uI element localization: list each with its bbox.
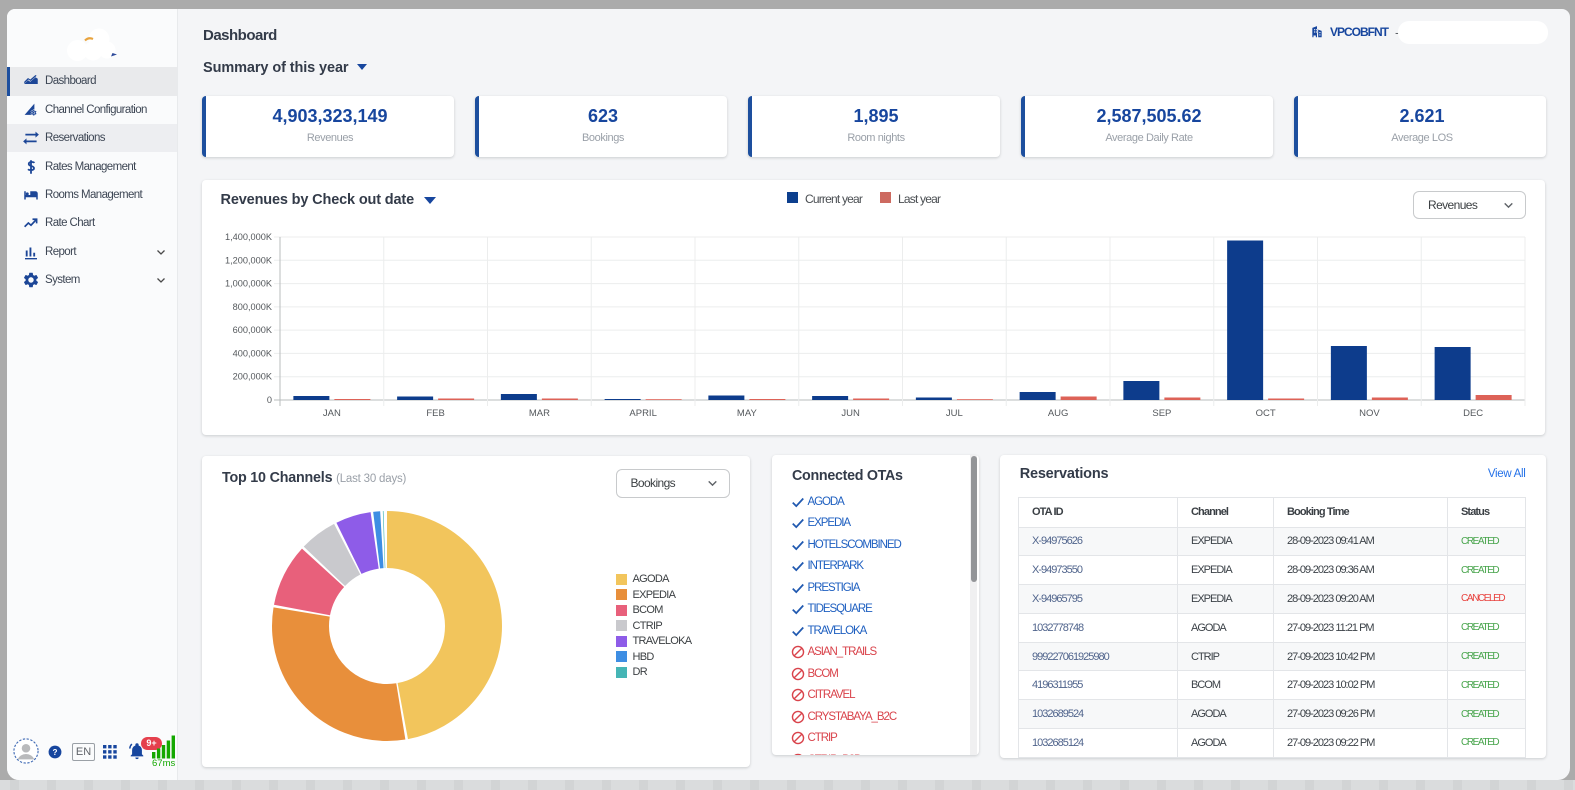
svg-text:MAR: MAR xyxy=(529,408,550,419)
svg-text:400,000K: 400,000K xyxy=(233,348,273,358)
svg-text:OCT: OCT xyxy=(1256,408,1276,419)
svg-text:FEB: FEB xyxy=(426,408,444,419)
svg-text:600,000K: 600,000K xyxy=(233,325,273,335)
svg-text:1,400,000K: 1,400,000K xyxy=(225,232,273,242)
svg-text:1,000,000K: 1,000,000K xyxy=(225,278,273,288)
svg-text:800,000K: 800,000K xyxy=(233,301,273,311)
svg-text:JUN: JUN xyxy=(841,408,860,419)
svg-text:APRIL: APRIL xyxy=(629,408,656,419)
svg-text:200,000K: 200,000K xyxy=(233,371,273,381)
svg-text:SEP: SEP xyxy=(1152,408,1171,419)
svg-text:NOV: NOV xyxy=(1359,408,1380,419)
svg-text:1,200,000K: 1,200,000K xyxy=(225,255,273,265)
svg-text:AUG: AUG xyxy=(1048,408,1069,419)
svg-text:JUL: JUL xyxy=(946,408,963,419)
svg-text:JAN: JAN xyxy=(323,408,341,419)
svg-text:?: ? xyxy=(53,748,58,757)
svg-text:DEC: DEC xyxy=(1463,408,1483,419)
svg-text:MAY: MAY xyxy=(737,408,758,419)
svg-text:0: 0 xyxy=(267,395,272,405)
